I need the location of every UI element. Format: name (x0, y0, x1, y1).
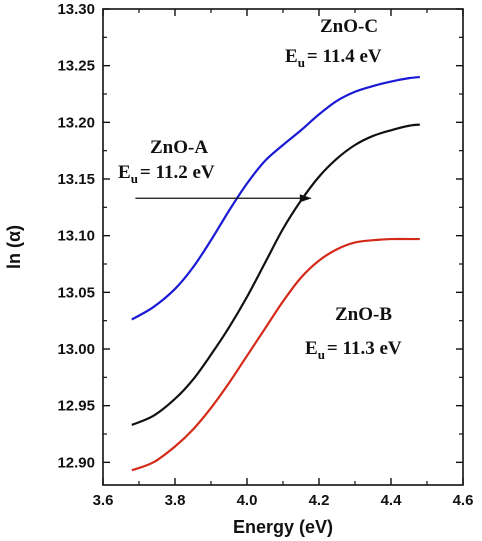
x-tick-label: 4.6 (453, 492, 474, 509)
zno-a-eu-sub: u (131, 171, 138, 186)
y-tick-label: 12.95 (57, 398, 95, 415)
zno-b-eu-label: Eu = 11.3 eV (305, 338, 402, 362)
x-axis-title: Energy (eV) (233, 517, 333, 537)
zno-a-eu-label: Eu = 11.2 eV (118, 162, 215, 186)
series-line-2 (131, 123, 420, 426)
y-tick-label: 13.00 (57, 341, 95, 358)
annotation-layer: ZnO-C Eu = 11.4 eV ZnO-A Eu = 11.2 eV ZnO-… (118, 16, 402, 362)
y-tick-label: 13.05 (57, 284, 95, 301)
zno-c-eu-label: Eu = 11.4 eV (285, 46, 382, 70)
series-layer (131, 75, 420, 472)
x-tick-label: 4.4 (381, 492, 403, 509)
series-line-1 (131, 75, 420, 321)
zno-c-eu-prefix: E (285, 46, 298, 67)
zno-b-eu-value: = 11.3 eV (327, 338, 402, 359)
arrow-head (299, 194, 312, 203)
y-tick-label: 13.25 (57, 58, 95, 75)
y-tick-label: 13.30 (57, 1, 95, 18)
axes: 3.6 3.8 4.0 4.2 4.4 4.6 12.90 12.95 13.00 13.05 13… (4, 1, 473, 537)
x-tick-label: 3.6 (93, 492, 114, 509)
x-tick-label: 3.8 (165, 492, 186, 509)
y-tick-label: 13.10 (57, 228, 95, 245)
zno-a-eu-value: = 11.2 eV (140, 162, 215, 183)
zno-c-eu-sub: u (298, 55, 305, 70)
zno-a-label: ZnO-A (150, 137, 208, 158)
y-tick-label: 13.15 (57, 171, 95, 188)
y-axis-title: ln (α) (4, 225, 24, 269)
zno-c-label: ZnO-C (320, 16, 378, 37)
x-tick-label: 4.2 (309, 492, 330, 509)
zno-a-eu-prefix: E (118, 162, 131, 183)
zno-c-eu-value: = 11.4 eV (307, 46, 382, 67)
y-tick-label: 12.90 (57, 454, 95, 471)
zno-b-label: ZnO-B (335, 304, 392, 325)
series-line-3 (131, 237, 420, 472)
y-tick-label: 13.20 (57, 114, 95, 131)
zno-b-eu-sub: u (318, 347, 325, 362)
zno-b-eu-prefix: E (305, 338, 318, 359)
x-tick-label: 4.0 (237, 492, 258, 509)
